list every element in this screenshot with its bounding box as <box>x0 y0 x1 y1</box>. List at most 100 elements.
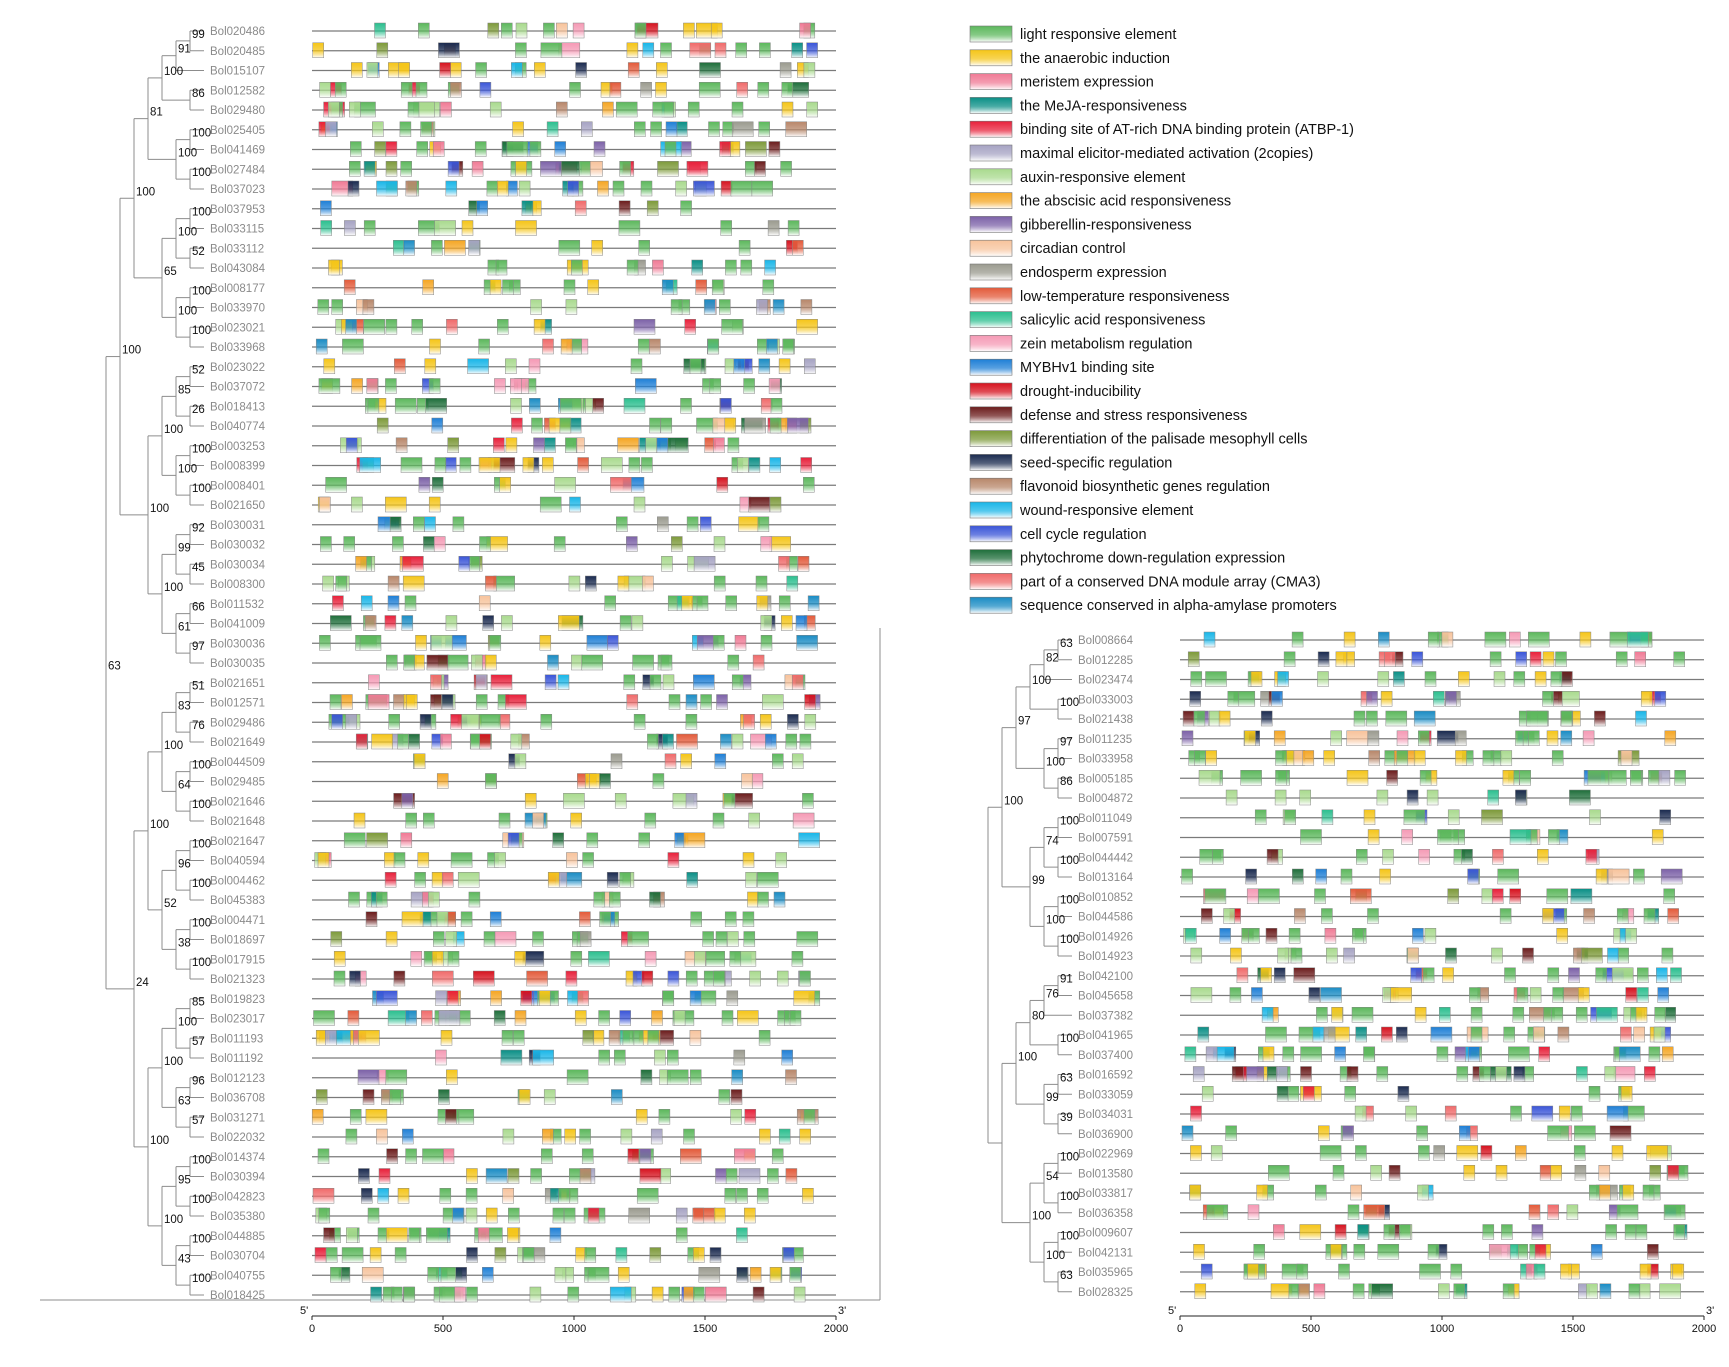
element-gibberellin-responsiveness <box>1531 1224 1544 1240</box>
element-gibberellin-responsiveness <box>1181 730 1194 746</box>
bootstrap-value: 100 <box>136 186 155 198</box>
element-light-responsive-element <box>604 595 616 611</box>
element-light-responsive-element <box>719 299 731 315</box>
element-seed-specific-regulation <box>1317 651 1330 667</box>
element-light-responsive-element <box>636 1188 659 1204</box>
element-light-responsive-element <box>1450 1263 1463 1280</box>
bootstrap-value: 100 <box>164 424 183 436</box>
element-auxin-responsive-element <box>1208 710 1221 727</box>
gene-label: Bol025405 <box>210 125 265 137</box>
gene-label: Bol043084 <box>210 263 266 275</box>
gene-label: Bol007591 <box>1078 833 1133 845</box>
gene-label: Bol016592 <box>1078 1070 1133 1082</box>
element-cell-cycle-regulation <box>782 1247 795 1263</box>
element-gibberellin-responsiveness <box>679 141 692 157</box>
element-light-responsive-element <box>466 1286 478 1303</box>
element-wound-responsive-element <box>569 496 581 513</box>
element-the-anaerobic-induction <box>1299 1224 1322 1240</box>
legend-label: the anaerobic induction <box>1020 51 1170 67</box>
element-part-of-a-conserved-dna-module-array-cma3 <box>574 200 587 216</box>
bootstrap-value: 100 <box>192 286 211 298</box>
element-light-responsive-element <box>619 872 631 888</box>
element-light-responsive-element <box>614 1049 626 1066</box>
element-zein-metabolism-regulation <box>1613 1066 1636 1082</box>
element-light-responsive-element <box>1513 671 1526 687</box>
element-auxin-responsive-element <box>1190 987 1213 1003</box>
element-light-responsive-element <box>1673 1224 1685 1240</box>
element-the-anaerobic-induction <box>440 1030 453 1046</box>
legend-label: the MeJA-responsiveness <box>1020 98 1187 114</box>
legend-swatch <box>969 120 1013 138</box>
element-flavonoid-biosynthetic-genes-regulation <box>393 694 405 710</box>
element-gibberellin-responsiveness <box>418 477 431 493</box>
element-zein-metabolism-regulation <box>494 931 517 947</box>
element-the-anaerobic-induction <box>693 1247 705 1263</box>
bootstrap-value: 100 <box>1046 914 1065 926</box>
element-light-responsive-element <box>394 398 417 414</box>
element-light-responsive-element <box>634 121 646 137</box>
gene-label: Bol012285 <box>1078 655 1133 667</box>
element-the-anaerobic-induction <box>515 220 537 236</box>
element-light-responsive-element <box>1551 1007 1564 1023</box>
element-the-anaerobic-induction <box>1363 809 1376 825</box>
bootstrap-value: 100 <box>1004 795 1023 807</box>
element-the-anaerobic-induction <box>518 1089 531 1105</box>
element-the-anaerobic-induction <box>1247 1263 1259 1280</box>
bootstrap-value: 100 <box>1060 697 1079 709</box>
element-light-responsive-element <box>329 694 342 710</box>
element-light-responsive-element <box>782 338 794 355</box>
element-auxin-responsive-element <box>502 1128 515 1145</box>
bootstrap-value: 100 <box>192 1273 211 1285</box>
element-the-anaerobic-induction <box>402 575 425 592</box>
element-light-responsive-element <box>1300 1046 1322 1062</box>
element-differentiation-of-the-palisade-mesophyll-cells <box>649 1247 662 1263</box>
element-the-anaerobic-induction <box>796 319 818 335</box>
element-salicylic-acid-responsiveness <box>1184 1046 1197 1062</box>
element-light-responsive-element <box>731 101 744 118</box>
element-the-abscisic-acid-responsiveness <box>355 556 367 572</box>
element-the-meja-responsiveness <box>748 457 761 473</box>
element-phytochrome-down-regulation-expression <box>1445 947 1457 964</box>
element-light-responsive-element <box>757 516 770 532</box>
element-mybhv1-binding-site <box>1334 1046 1346 1062</box>
element-wound-responsive-element <box>511 62 523 78</box>
element-the-anaerobic-induction <box>369 1247 382 1263</box>
element-light-responsive-element <box>400 161 412 177</box>
element-auxin-responsive-element <box>1447 809 1460 825</box>
element-auxin-responsive-element <box>457 872 480 888</box>
element-endosperm-expression <box>610 753 623 769</box>
element-cell-cycle-regulation <box>699 516 712 532</box>
element-seed-specific-regulation <box>1308 987 1321 1003</box>
element-light-responsive-element <box>1674 770 1686 786</box>
element-endosperm-expression <box>1433 1145 1445 1161</box>
element-zein-metabolism-regulation <box>1509 631 1521 648</box>
element-gibberellin-responsiveness <box>1445 691 1457 707</box>
element-gibberellin-responsiveness <box>540 161 562 177</box>
element-light-responsive-element <box>1291 631 1304 648</box>
element-drought-inducibility <box>1334 1224 1347 1240</box>
element-low-temperature-responsiveness <box>1667 908 1679 924</box>
element-wound-responsive-element <box>567 990 579 1006</box>
element-light-responsive-element <box>632 654 654 671</box>
element-the-meja-responsiveness <box>569 417 582 434</box>
legend-swatch <box>969 501 1013 519</box>
element-auxin-responsive-element <box>601 457 623 473</box>
gene-label: Bol018425 <box>210 1290 265 1302</box>
bootstrap-value: 100 <box>1060 934 1079 946</box>
element-the-abscisic-acid-responsiveness <box>1599 1184 1611 1201</box>
promoter-tracks-left <box>311 22 836 1303</box>
gene-label: Bol041469 <box>210 145 265 157</box>
element-light-responsive-element <box>755 575 768 592</box>
element-light-responsive-element <box>1648 770 1660 786</box>
legend-swatch <box>969 454 1013 471</box>
element-sequence-conserved-in-alpha-amylase-promoters <box>1599 1283 1612 1299</box>
element-light-responsive-element <box>1194 750 1206 766</box>
element-phytochrome-down-regulation-expression <box>699 62 721 78</box>
element-cell-cycle-regulation <box>1531 1105 1554 1122</box>
element-meristem-expression <box>713 437 725 453</box>
element-the-anaerobic-induction <box>1244 730 1256 746</box>
element-the-anaerobic-induction <box>626 42 639 58</box>
element-circadian-control <box>361 1267 384 1283</box>
element-light-responsive-element <box>689 358 702 374</box>
element-light-responsive-element <box>593 891 606 908</box>
